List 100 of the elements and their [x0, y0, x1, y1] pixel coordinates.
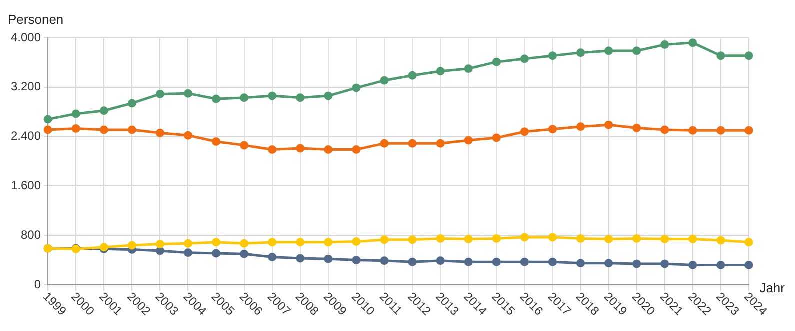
point — [156, 240, 164, 248]
point — [436, 139, 445, 148]
point — [240, 250, 249, 258]
point — [296, 254, 305, 263]
point — [744, 260, 754, 270]
point — [520, 128, 529, 136]
point — [716, 260, 726, 270]
y-tick-label: 4.000 — [11, 30, 42, 44]
point — [744, 126, 754, 135]
point — [380, 139, 389, 148]
point — [380, 236, 389, 244]
point — [184, 131, 192, 140]
point — [548, 125, 557, 134]
point — [44, 115, 52, 124]
point — [436, 67, 445, 76]
point — [44, 126, 52, 134]
point — [408, 236, 417, 244]
point — [604, 259, 614, 268]
point — [240, 94, 249, 102]
point — [492, 258, 501, 266]
point — [380, 76, 389, 85]
point — [324, 92, 333, 100]
point — [268, 252, 277, 262]
point — [156, 90, 164, 98]
y-tick-label: 0 — [34, 277, 42, 292]
point — [268, 238, 277, 247]
point — [128, 241, 136, 250]
point — [464, 136, 473, 145]
point — [380, 256, 389, 266]
point — [632, 234, 642, 243]
point — [324, 254, 333, 264]
y-tick-label: 3.200 — [11, 80, 42, 94]
point — [156, 246, 164, 256]
point — [688, 235, 698, 244]
point — [100, 126, 108, 134]
point — [352, 256, 361, 265]
point — [408, 139, 417, 148]
point — [744, 238, 754, 247]
point — [296, 238, 305, 247]
point — [744, 52, 754, 60]
point — [688, 38, 698, 48]
point — [548, 233, 557, 242]
point — [352, 84, 361, 92]
y-axis-title: Personen — [8, 12, 64, 28]
point — [520, 258, 529, 266]
point — [688, 260, 698, 270]
point — [240, 141, 249, 150]
y-tick-label: 2.400 — [11, 129, 42, 144]
point — [660, 260, 670, 268]
point — [716, 126, 726, 135]
point — [604, 120, 614, 130]
point — [212, 94, 221, 104]
point — [72, 124, 80, 134]
point — [184, 89, 192, 98]
point — [72, 110, 80, 118]
point — [156, 128, 164, 138]
point — [688, 126, 698, 135]
point — [716, 52, 726, 60]
point — [212, 249, 221, 258]
point — [436, 234, 445, 243]
point — [296, 144, 305, 153]
point — [520, 54, 529, 64]
point — [632, 260, 642, 268]
point — [436, 256, 445, 266]
point — [352, 238, 361, 246]
point — [324, 238, 333, 247]
point — [632, 124, 642, 132]
point — [604, 46, 614, 56]
point — [660, 235, 670, 244]
point — [576, 122, 586, 132]
point — [660, 126, 670, 134]
point — [632, 46, 642, 56]
point — [212, 238, 221, 247]
point — [464, 235, 473, 244]
point — [296, 94, 305, 102]
y-tick-label: 800 — [21, 228, 42, 242]
point — [604, 235, 614, 244]
point — [408, 258, 417, 266]
point — [576, 234, 586, 243]
point — [464, 258, 473, 266]
point — [212, 137, 221, 146]
point — [660, 40, 670, 50]
point — [352, 146, 361, 154]
point — [128, 126, 136, 134]
point — [492, 234, 501, 243]
point — [492, 58, 501, 66]
point — [576, 48, 586, 58]
point — [128, 99, 136, 108]
point — [268, 92, 277, 100]
point — [408, 71, 417, 80]
point — [716, 236, 726, 245]
point — [548, 258, 557, 266]
point — [324, 146, 333, 154]
point — [492, 134, 501, 142]
point — [100, 106, 108, 116]
point — [464, 64, 473, 74]
point — [520, 233, 529, 242]
point — [240, 239, 249, 248]
point — [548, 52, 557, 60]
point — [576, 259, 586, 268]
